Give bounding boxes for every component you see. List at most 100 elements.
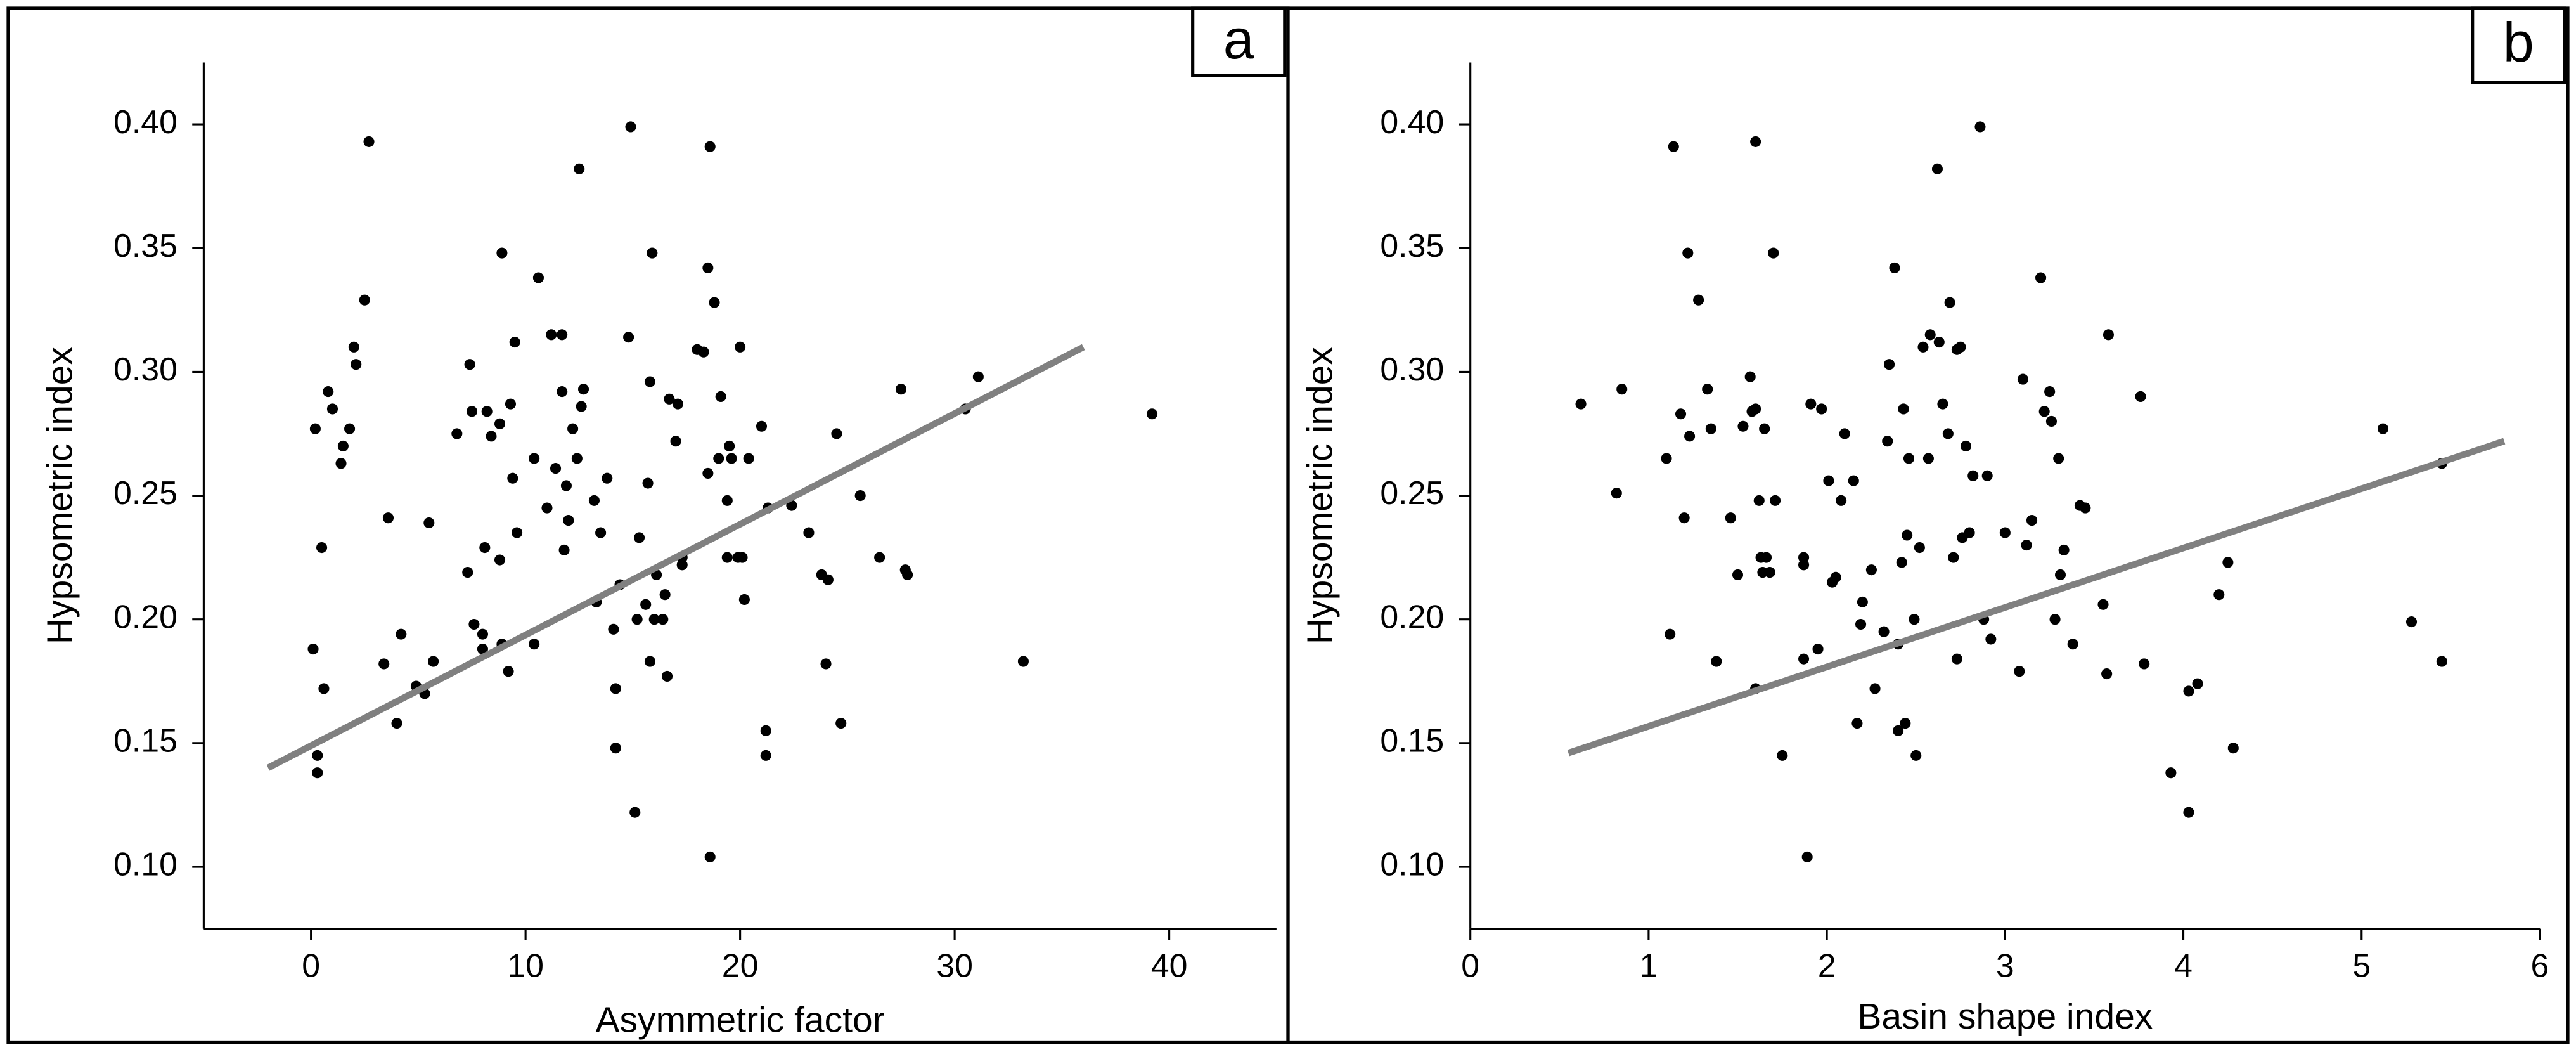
y-tick-label: 0.20: [113, 598, 177, 635]
point: [391, 718, 402, 729]
point: [348, 341, 359, 353]
point: [378, 658, 390, 670]
point: [344, 423, 356, 434]
point: [2192, 678, 2203, 689]
point: [1805, 398, 1817, 410]
point: [2139, 658, 2150, 670]
point: [820, 658, 832, 670]
point: [633, 532, 645, 543]
point: [486, 431, 497, 442]
point: [494, 554, 506, 566]
point: [874, 552, 886, 563]
point: [644, 656, 656, 667]
point: [363, 136, 375, 147]
point: [1900, 718, 1911, 729]
point: [625, 121, 636, 133]
point: [529, 639, 540, 650]
point: [326, 403, 338, 415]
point: [1017, 656, 1029, 667]
point: [1611, 488, 1622, 499]
point: [509, 336, 520, 348]
point: [1798, 653, 1810, 665]
point: [382, 512, 394, 524]
point: [1942, 428, 1954, 439]
point: [1985, 633, 1997, 645]
point: [1931, 163, 1943, 174]
point: [464, 359, 475, 370]
point: [576, 401, 587, 412]
point: [2044, 386, 2056, 398]
point: [1760, 552, 1772, 563]
point: [2067, 639, 2078, 650]
point: [571, 453, 583, 464]
point: [629, 807, 641, 818]
point: [557, 329, 568, 341]
y-tick-label: 0.10: [1380, 846, 1444, 883]
point: [1917, 341, 1929, 353]
point: [2058, 544, 2070, 555]
point: [608, 623, 619, 635]
y-tick-label: 0.30: [113, 351, 177, 387]
point: [642, 477, 654, 489]
x-tick-label: 3: [1996, 947, 2014, 984]
point: [2054, 569, 2066, 580]
point: [1764, 566, 1775, 578]
point: [2014, 666, 2025, 677]
point: [1974, 121, 1986, 133]
point: [451, 428, 463, 439]
point: [1616, 384, 1628, 395]
point: [1910, 750, 1922, 761]
point: [1732, 569, 1744, 580]
point: [672, 398, 684, 410]
point: [640, 599, 652, 610]
x-axis-label: Basin shape index: [1857, 996, 2153, 1037]
point: [854, 490, 866, 502]
point: [631, 614, 643, 625]
point: [1848, 475, 1859, 486]
point: [1750, 403, 1761, 415]
panel-label-box: [1191, 6, 1287, 77]
point: [721, 495, 733, 506]
point: [428, 656, 439, 667]
point: [1999, 527, 2011, 538]
point: [1750, 136, 1761, 147]
y-axis-label: Hypsometric index: [1299, 347, 1340, 644]
panel-label: a: [1223, 8, 1254, 70]
point: [2035, 272, 2047, 283]
y-tick-label: 0.15: [113, 722, 177, 759]
point: [588, 495, 600, 506]
point: [1737, 420, 1749, 432]
point: [1882, 436, 1893, 447]
point: [351, 359, 362, 370]
y-axis-label: Hypsometric index: [40, 347, 80, 644]
point: [1960, 440, 1972, 452]
point: [2097, 599, 2109, 610]
point: [704, 851, 716, 862]
x-tick-label: 6: [2531, 947, 2549, 984]
point: [1967, 470, 1979, 481]
point: [1898, 403, 1909, 415]
point: [1883, 359, 1895, 370]
point: [1668, 141, 1679, 152]
point: [563, 515, 574, 526]
point: [505, 398, 516, 410]
point: [2045, 415, 2058, 427]
point: [529, 453, 540, 464]
point: [2165, 767, 2177, 779]
y-tick-label: 0.35: [1380, 227, 1444, 264]
point: [1823, 475, 1834, 486]
point: [466, 406, 478, 417]
point: [2101, 668, 2113, 680]
trend-line: [1567, 438, 2506, 757]
y-tick-label: 0.10: [113, 846, 177, 883]
point: [1812, 643, 1824, 655]
point: [1770, 495, 1781, 506]
point: [1964, 527, 1975, 538]
point: [1865, 564, 1877, 576]
point: [577, 384, 589, 395]
point: [602, 472, 613, 484]
point: [1798, 552, 1810, 563]
point: [2222, 557, 2234, 568]
point: [1878, 626, 1890, 637]
point: [2103, 329, 2114, 341]
